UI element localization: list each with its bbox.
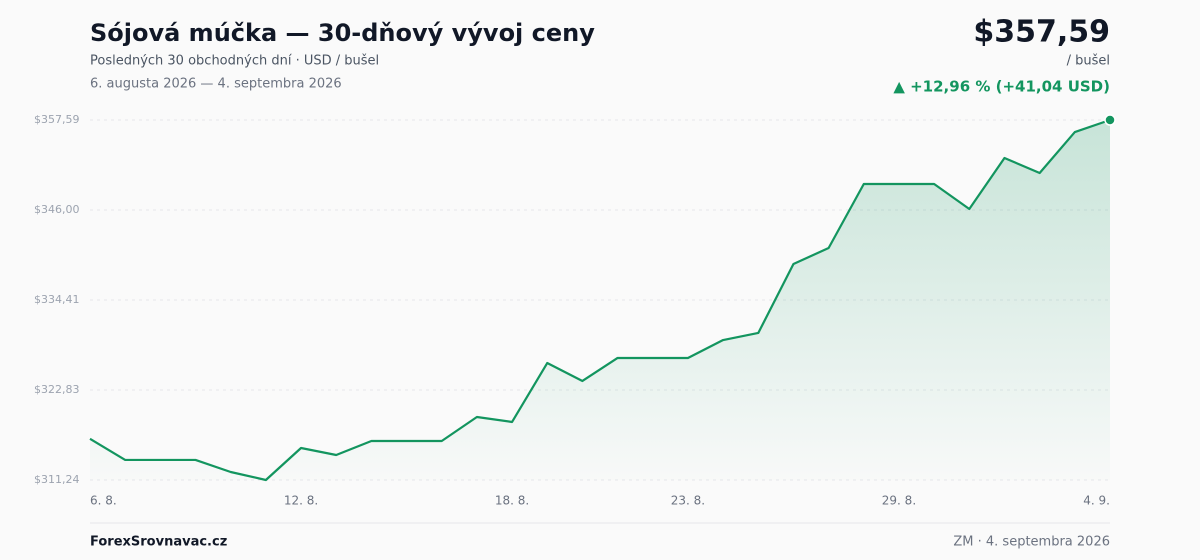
- date-range: 6. augusta 2026 — 4. septembra 2026: [90, 77, 342, 92]
- last-point: [1104, 114, 1116, 126]
- unit: / bušel: [1067, 54, 1110, 69]
- x-tick-label: 12. 8.: [284, 494, 318, 508]
- x-tick-label: 18. 8.: [495, 494, 529, 508]
- footer-brand: ForexSrovnavac.cz: [90, 535, 227, 550]
- footer-date: ZM · 4. septembra 2026: [953, 535, 1110, 550]
- x-tick-label: 4. 9.: [1083, 494, 1110, 508]
- change: ▲ +12,96 % (+41,04 USD): [893, 78, 1110, 96]
- x-tick-label: 6. 8.: [90, 494, 117, 508]
- y-tick-label: $357,59: [34, 113, 80, 126]
- x-tick-label: 23. 8.: [671, 494, 705, 508]
- price: $357,59: [973, 15, 1110, 50]
- line: [89, 118, 1111, 482]
- subtitle: Posledných 30 obchodných dní · USD / buš…: [90, 54, 379, 69]
- y-tick-label: $311,24: [34, 473, 80, 486]
- y-tick-label: $322,83: [34, 383, 80, 396]
- x-tick-label: 29. 8.: [882, 494, 916, 508]
- y-tick-label: $334,41: [34, 293, 80, 306]
- area: [90, 120, 1110, 480]
- y-tick-label: $346,00: [34, 203, 80, 216]
- chart-title: Sójová múčka — 30-dňový vývoj ceny: [90, 19, 595, 47]
